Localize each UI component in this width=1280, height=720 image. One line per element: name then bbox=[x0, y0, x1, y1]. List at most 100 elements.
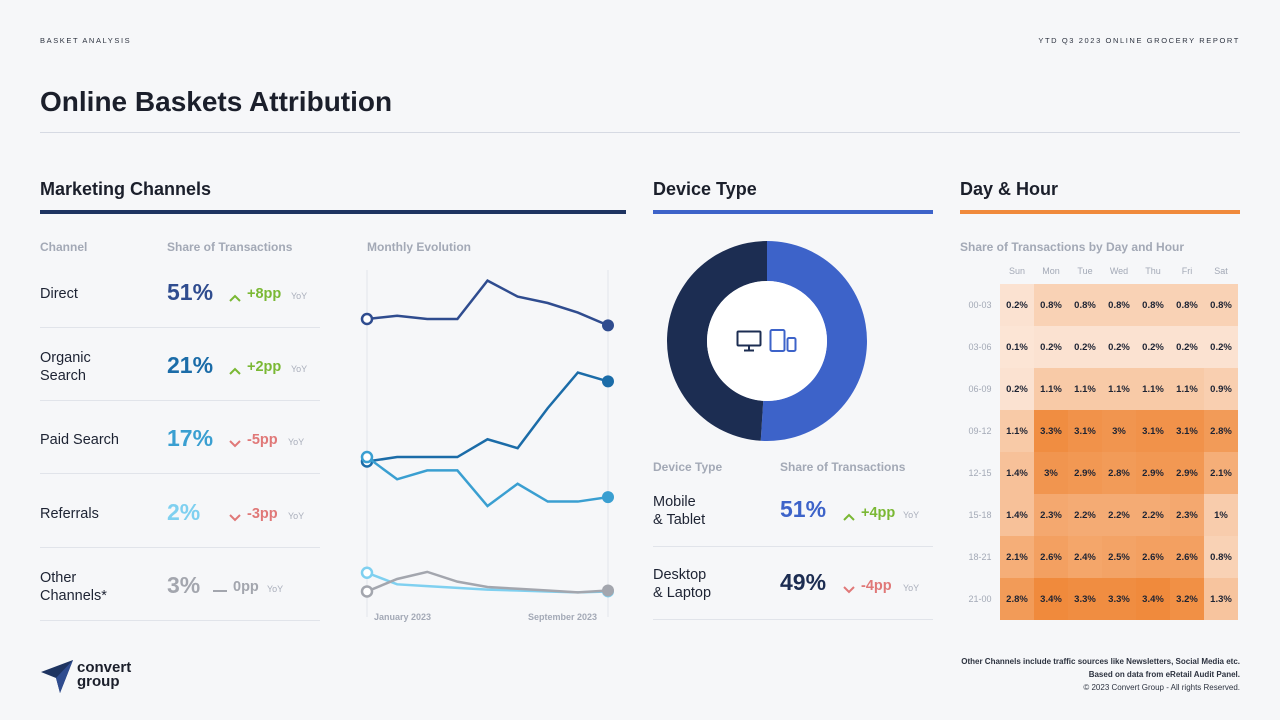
hour-label: 15-18 bbox=[968, 510, 992, 520]
section-label: BASKET ANALYSIS bbox=[40, 36, 132, 45]
heatmap-cell: 2.9% bbox=[1136, 452, 1170, 494]
heatmap-cell: 0.8% bbox=[1204, 284, 1238, 326]
heatmap-cell: 0.2% bbox=[1068, 326, 1102, 368]
dayhour-title: Day & Hour bbox=[960, 179, 1059, 199]
heatmap-cell: 1.1% bbox=[1034, 368, 1068, 410]
hour-label: 06-09 bbox=[968, 384, 992, 394]
heatmap-cell: 2.3% bbox=[1034, 494, 1068, 536]
series-line bbox=[366, 456, 609, 508]
day-label: Sat bbox=[1214, 266, 1228, 276]
arrow-down-icon bbox=[229, 435, 241, 453]
channel-delta: -3pp bbox=[247, 506, 278, 522]
donut-slice bbox=[667, 241, 767, 441]
day-label: Thu bbox=[1145, 266, 1161, 276]
hour-label: 03-06 bbox=[968, 342, 992, 352]
heatmap-cell: 0.8% bbox=[1034, 284, 1068, 326]
yoy-label: YoY bbox=[291, 291, 308, 301]
heatmap-cell: 1.1% bbox=[1102, 368, 1136, 410]
hour-label: 12-15 bbox=[968, 468, 992, 478]
heatmap-cell: 2.2% bbox=[1102, 494, 1136, 536]
series-end-point bbox=[602, 375, 614, 388]
channel-delta: +8pp bbox=[247, 286, 282, 302]
heatmap-cell: 0.8% bbox=[1136, 284, 1170, 326]
hour-label: 09-12 bbox=[968, 426, 992, 436]
day-label: Fri bbox=[1181, 266, 1193, 276]
channel-delta: -5pp bbox=[247, 432, 278, 448]
heatmap-cell: 0.9% bbox=[1204, 368, 1238, 410]
marketing-bar bbox=[40, 210, 626, 214]
series-line bbox=[366, 371, 609, 463]
device-share: 49% bbox=[780, 569, 827, 595]
col-device-type: Device Type bbox=[653, 460, 723, 474]
col-share: Share of Transactions bbox=[167, 240, 293, 254]
day-label: Wed bbox=[1109, 266, 1129, 276]
channel-delta: +2pp bbox=[247, 359, 282, 375]
day-label: Tue bbox=[1077, 266, 1093, 276]
series-end-point bbox=[602, 584, 614, 597]
heatmap-cell: 0.2% bbox=[1000, 368, 1034, 410]
arrow-up-icon bbox=[229, 289, 241, 307]
channel-share: 21% bbox=[167, 352, 214, 378]
heatmap-cell: 0.8% bbox=[1102, 284, 1136, 326]
row-divider bbox=[653, 546, 933, 547]
heatmap-cell: 2.1% bbox=[1000, 536, 1034, 578]
device-title: Device Type bbox=[653, 179, 757, 199]
yoy-label: YoY bbox=[903, 510, 920, 520]
device-name: Desktop & Laptop bbox=[653, 567, 712, 601]
heatmap-cell: 3.3% bbox=[1034, 410, 1068, 452]
heatmap-cell: 3.4% bbox=[1034, 578, 1068, 620]
heatmap-cell: 2.6% bbox=[1034, 536, 1068, 578]
channel-share: 51% bbox=[167, 279, 214, 305]
heatmap-cell: 2.5% bbox=[1102, 536, 1136, 578]
series-start-point bbox=[360, 566, 374, 579]
channel-share: 17% bbox=[167, 425, 214, 451]
heatmap-cell: 3% bbox=[1034, 452, 1068, 494]
row-divider bbox=[40, 400, 320, 401]
dayhour-bar bbox=[960, 210, 1240, 214]
series-line bbox=[366, 570, 609, 594]
title-divider bbox=[40, 132, 1240, 133]
channel-share: 2% bbox=[167, 499, 201, 525]
heatmap-cell: 2.6% bbox=[1170, 536, 1204, 578]
col-channel: Channel bbox=[40, 240, 88, 254]
hour-label: 21-00 bbox=[968, 594, 992, 604]
heatmap-cell: 2.2% bbox=[1068, 494, 1102, 536]
heatmap-cell: 0.8% bbox=[1068, 284, 1102, 326]
row-divider bbox=[40, 473, 320, 474]
heatmap-cell: 1.3% bbox=[1204, 578, 1238, 620]
heatmap-cell: 3.1% bbox=[1068, 410, 1102, 452]
device-delta: +4pp bbox=[861, 505, 896, 521]
arrow-up-icon bbox=[229, 362, 241, 380]
donut-slice bbox=[760, 241, 868, 441]
footnote-other-channels: Other Channels include traffic sources l… bbox=[961, 657, 1240, 666]
heatmap-cell: 1.1% bbox=[1170, 368, 1204, 410]
heatmap-cell: 0.2% bbox=[1136, 326, 1170, 368]
heatmap-cell: 1.1% bbox=[1000, 410, 1034, 452]
heatmap-cell: 2.6% bbox=[1136, 536, 1170, 578]
heatmap-cell: 3.3% bbox=[1068, 578, 1102, 620]
heatmap-cell: 2.2% bbox=[1136, 494, 1170, 536]
channel-name: Other Channels* bbox=[40, 570, 107, 604]
day-label: Sun bbox=[1008, 266, 1025, 276]
heatmap-cell: 0.8% bbox=[1170, 284, 1204, 326]
heatmap-cell: 3.3% bbox=[1102, 578, 1136, 620]
series-end-point bbox=[602, 319, 614, 332]
yoy-label: YoY bbox=[903, 583, 920, 593]
device-bar bbox=[653, 210, 933, 214]
heatmap-cell: 0.1% bbox=[1000, 326, 1034, 368]
mobile-tablet-icon bbox=[769, 329, 797, 352]
arrow-up-icon bbox=[843, 508, 855, 526]
series-line bbox=[366, 571, 609, 594]
heatmap-cell: 2.4% bbox=[1068, 536, 1102, 578]
heatmap-cell: 3% bbox=[1102, 410, 1136, 452]
x-label-end: September 2023 bbox=[528, 612, 598, 622]
series-end-point bbox=[602, 491, 614, 504]
channel-delta: 0pp bbox=[233, 579, 259, 595]
heatmap-cell: 3.4% bbox=[1136, 578, 1170, 620]
device-name: Mobile & Tablet bbox=[653, 494, 706, 528]
yoy-label: YoY bbox=[288, 437, 305, 447]
footnote-source: Based on data from eRetail Audit Panel. bbox=[1088, 670, 1240, 679]
yoy-label: YoY bbox=[267, 584, 284, 594]
row-divider bbox=[40, 547, 320, 548]
heatmap-cell: 3.1% bbox=[1170, 410, 1204, 452]
